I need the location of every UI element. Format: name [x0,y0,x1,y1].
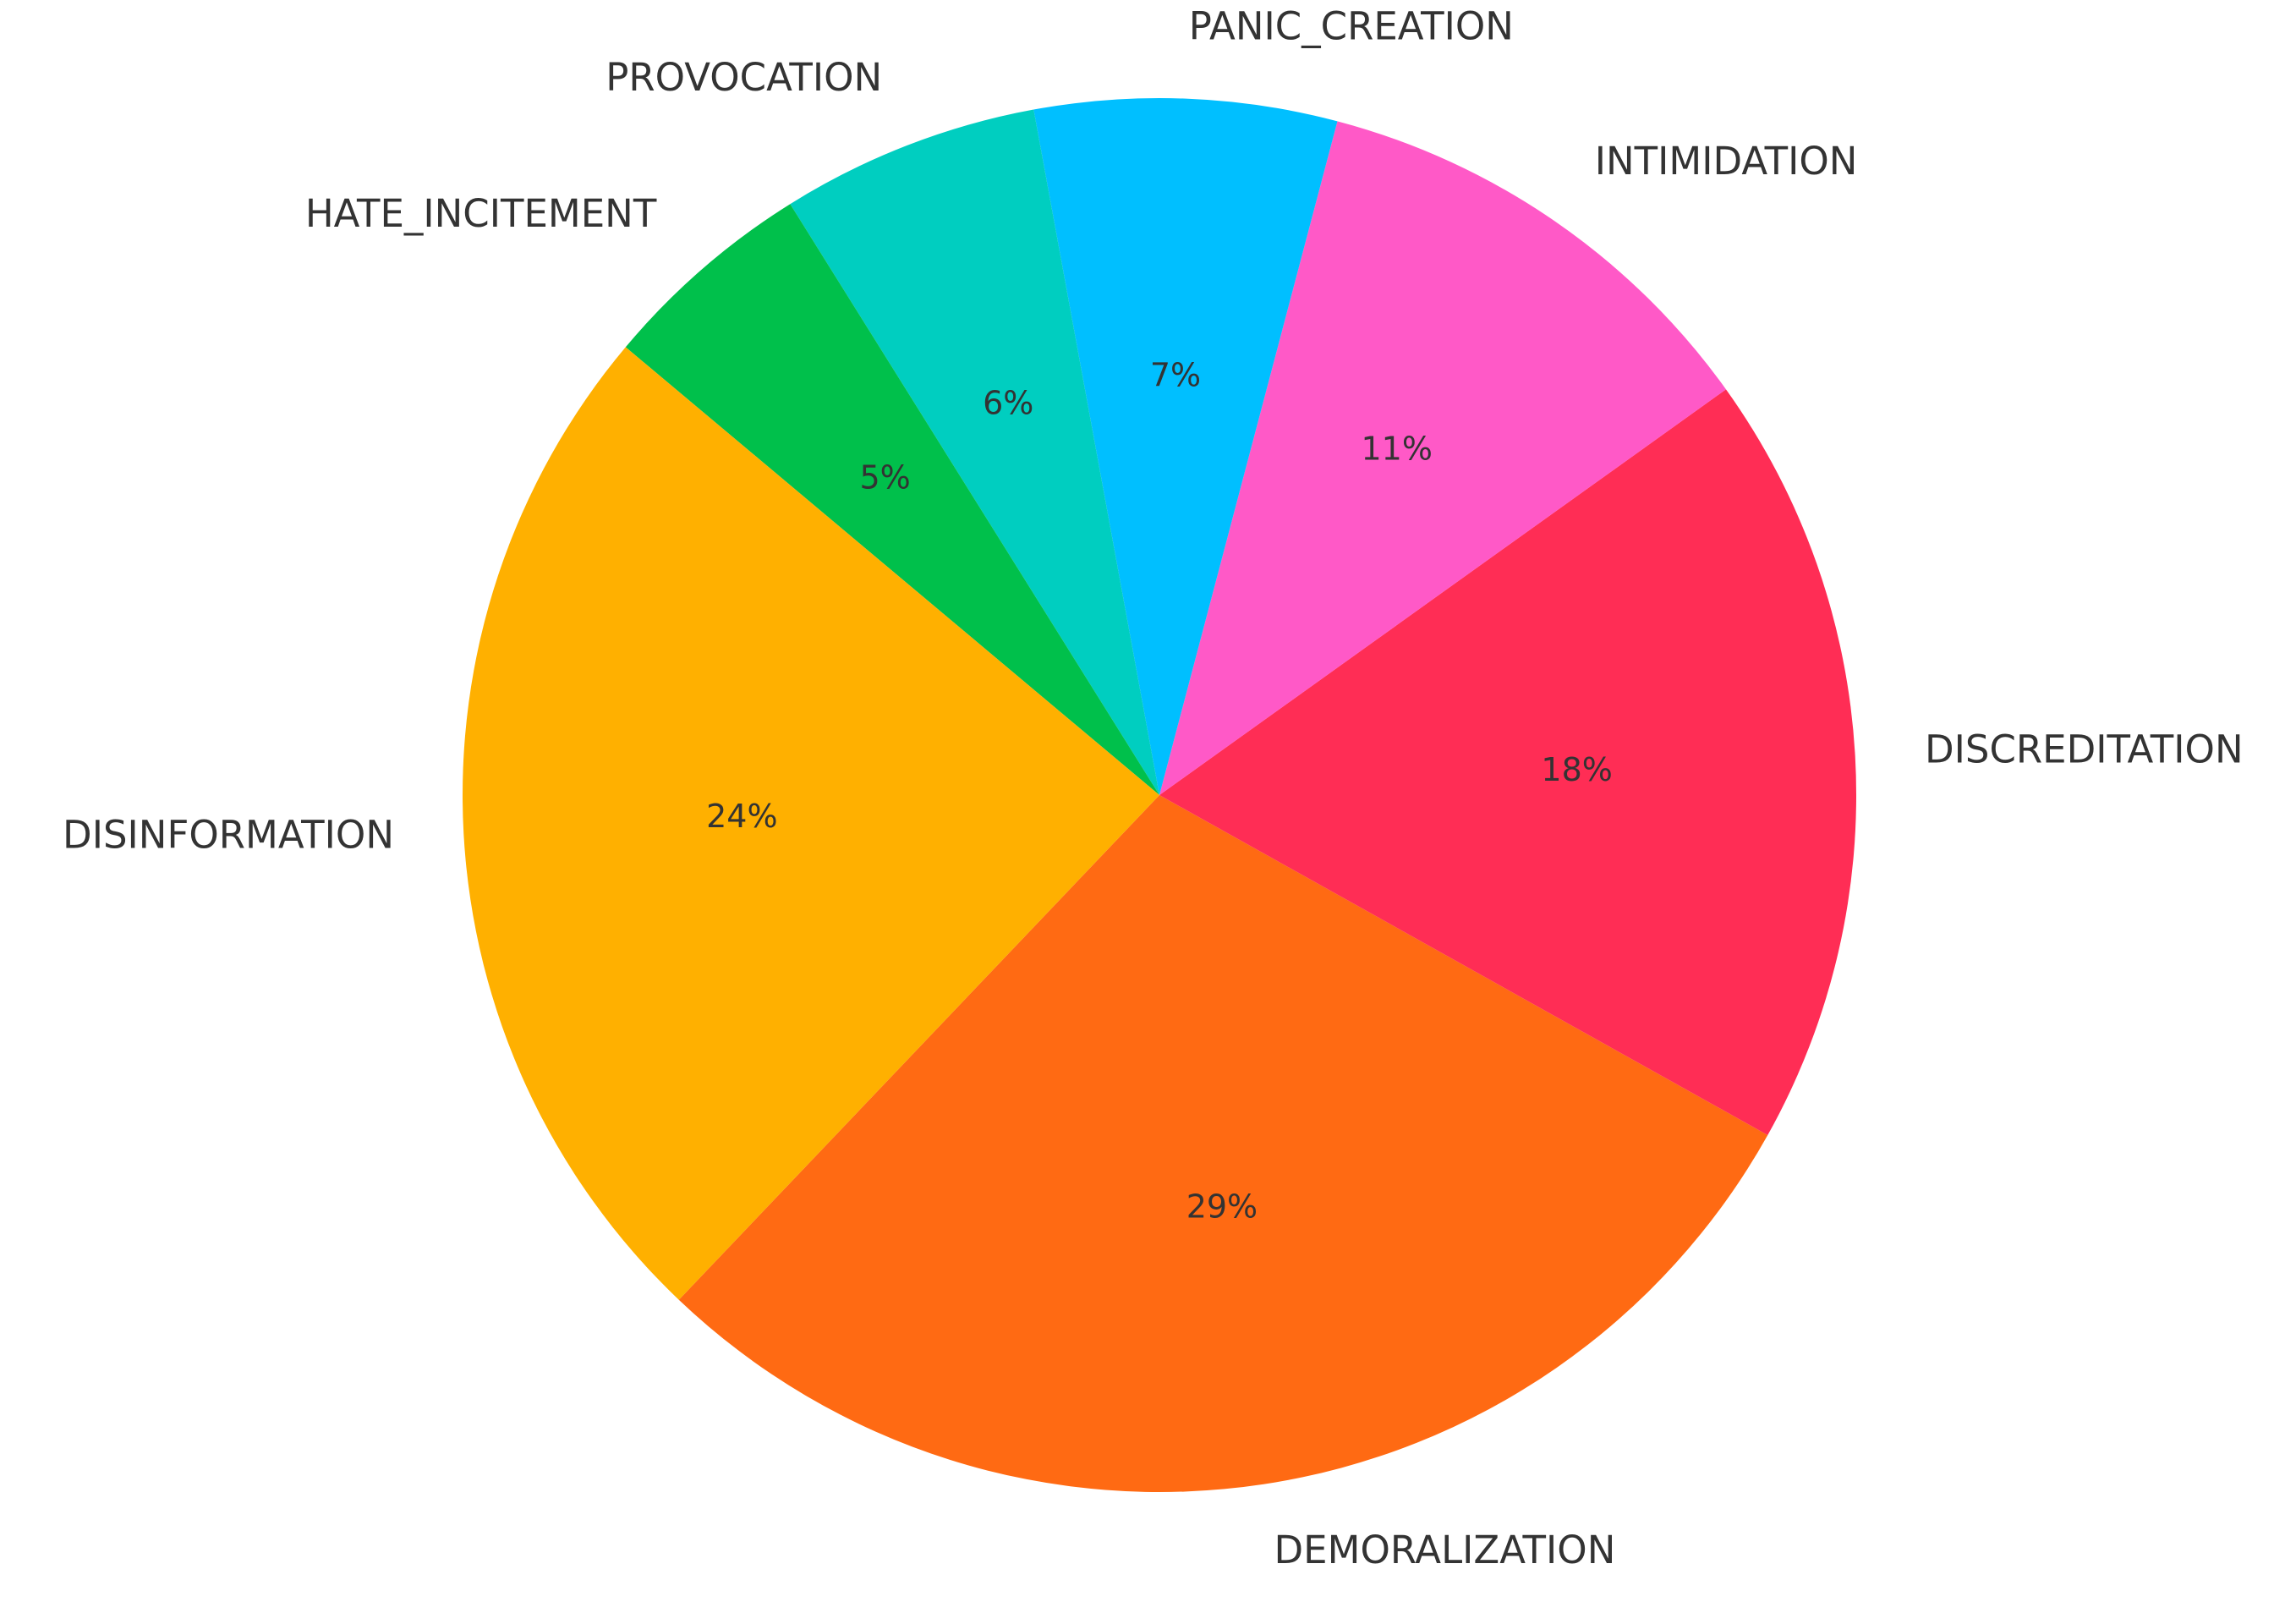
pie-slice [1033,97,1338,795]
slice-label: DEMORALIZATION [1274,1528,1616,1572]
value-label: 24% [706,798,777,835]
value-label: 6% [983,385,1033,422]
pie-slice [790,109,1159,795]
slice-label: DISINFORMATION [63,813,394,858]
pie-slice [1159,121,1726,795]
value-label: 11% [1362,431,1433,468]
value-label: 29% [1186,1188,1258,1225]
value-label: 18% [1541,751,1612,788]
value-label: 5% [859,458,910,496]
value-label: 7% [1150,356,1201,393]
slice-label: PANIC_CREATION [1189,3,1514,48]
pie-slice [1159,389,1856,1135]
slice-label: HATE_INCITEMENT [305,191,657,236]
slice-label: DISCREDITATION [1925,727,2244,771]
slice-label: INTIMIDATION [1595,139,1858,184]
pie-slice [678,795,1768,1493]
pie-slice [462,347,1159,1300]
slice-label: PROVOCATION [606,55,882,100]
pie-slice [625,204,1159,795]
